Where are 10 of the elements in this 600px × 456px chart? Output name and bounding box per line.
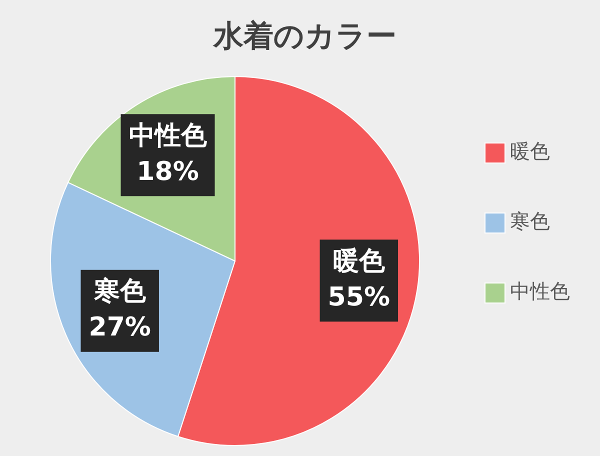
slice-label: 寒色 xyxy=(92,276,147,307)
slice-label: 中性色 xyxy=(128,120,208,151)
data-label: 27% xyxy=(88,312,151,343)
legend-label: 中性色 xyxy=(510,279,570,304)
slice-label: 暖色 xyxy=(332,246,386,276)
chart-title: 水着のカラー xyxy=(212,18,396,54)
data-label: 55% xyxy=(328,282,390,312)
data-label: 18% xyxy=(136,156,199,187)
legend-label: 寒色 xyxy=(510,209,550,234)
legend-label: 暖色 xyxy=(510,139,550,164)
